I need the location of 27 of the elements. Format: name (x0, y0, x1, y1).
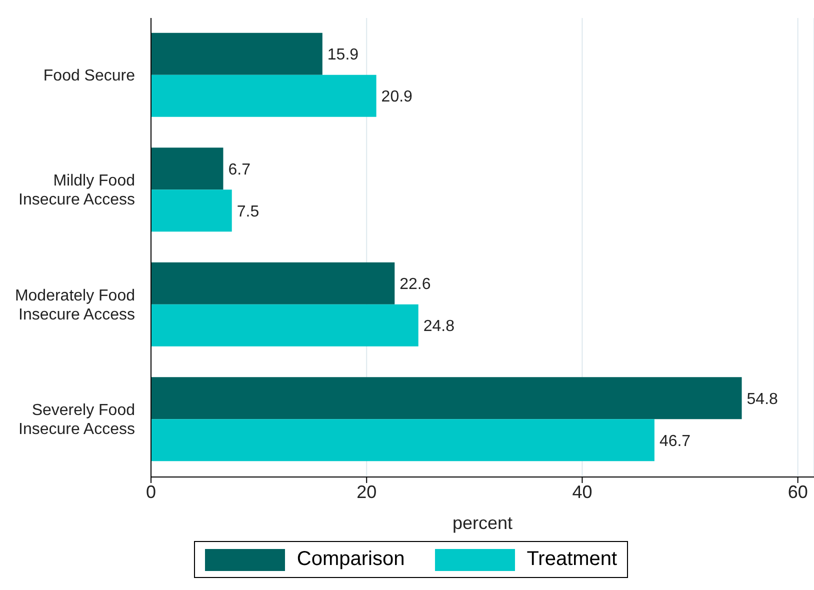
data-label: 20.9 (381, 88, 413, 106)
y-tick-label: Food Secure (43, 66, 136, 84)
bar (151, 148, 224, 190)
legend-label: Treatment (526, 548, 618, 571)
x-tick-label: 60 (788, 482, 808, 502)
x-tick-label: 0 (146, 482, 156, 502)
x-tick-label: 40 (572, 482, 592, 502)
y-tick-label: Moderately Food Insecure Access (14, 286, 135, 323)
data-label: 24.8 (423, 318, 455, 336)
x-tick-label: 20 (356, 482, 377, 502)
bar (151, 304, 418, 346)
x-axis-title: percent (452, 513, 513, 533)
bar (151, 74, 376, 117)
y-tick-label: Severely Food Insecure Access (18, 402, 135, 438)
bar (151, 419, 654, 462)
bar (151, 32, 322, 75)
legend-label: Comparison (296, 548, 405, 571)
bar (151, 190, 232, 232)
data-label: 22.6 (400, 276, 431, 294)
y-tick-label: Mildly Food Insecure Access (18, 172, 135, 208)
data-label: 54.8 (746, 390, 778, 408)
bar (151, 377, 742, 420)
data-label: 46.7 (659, 432, 691, 450)
data-label: 7.5 (236, 203, 260, 220)
bar (151, 262, 395, 304)
data-label: 6.7 (228, 161, 251, 178)
data-label: 15.9 (327, 46, 359, 64)
